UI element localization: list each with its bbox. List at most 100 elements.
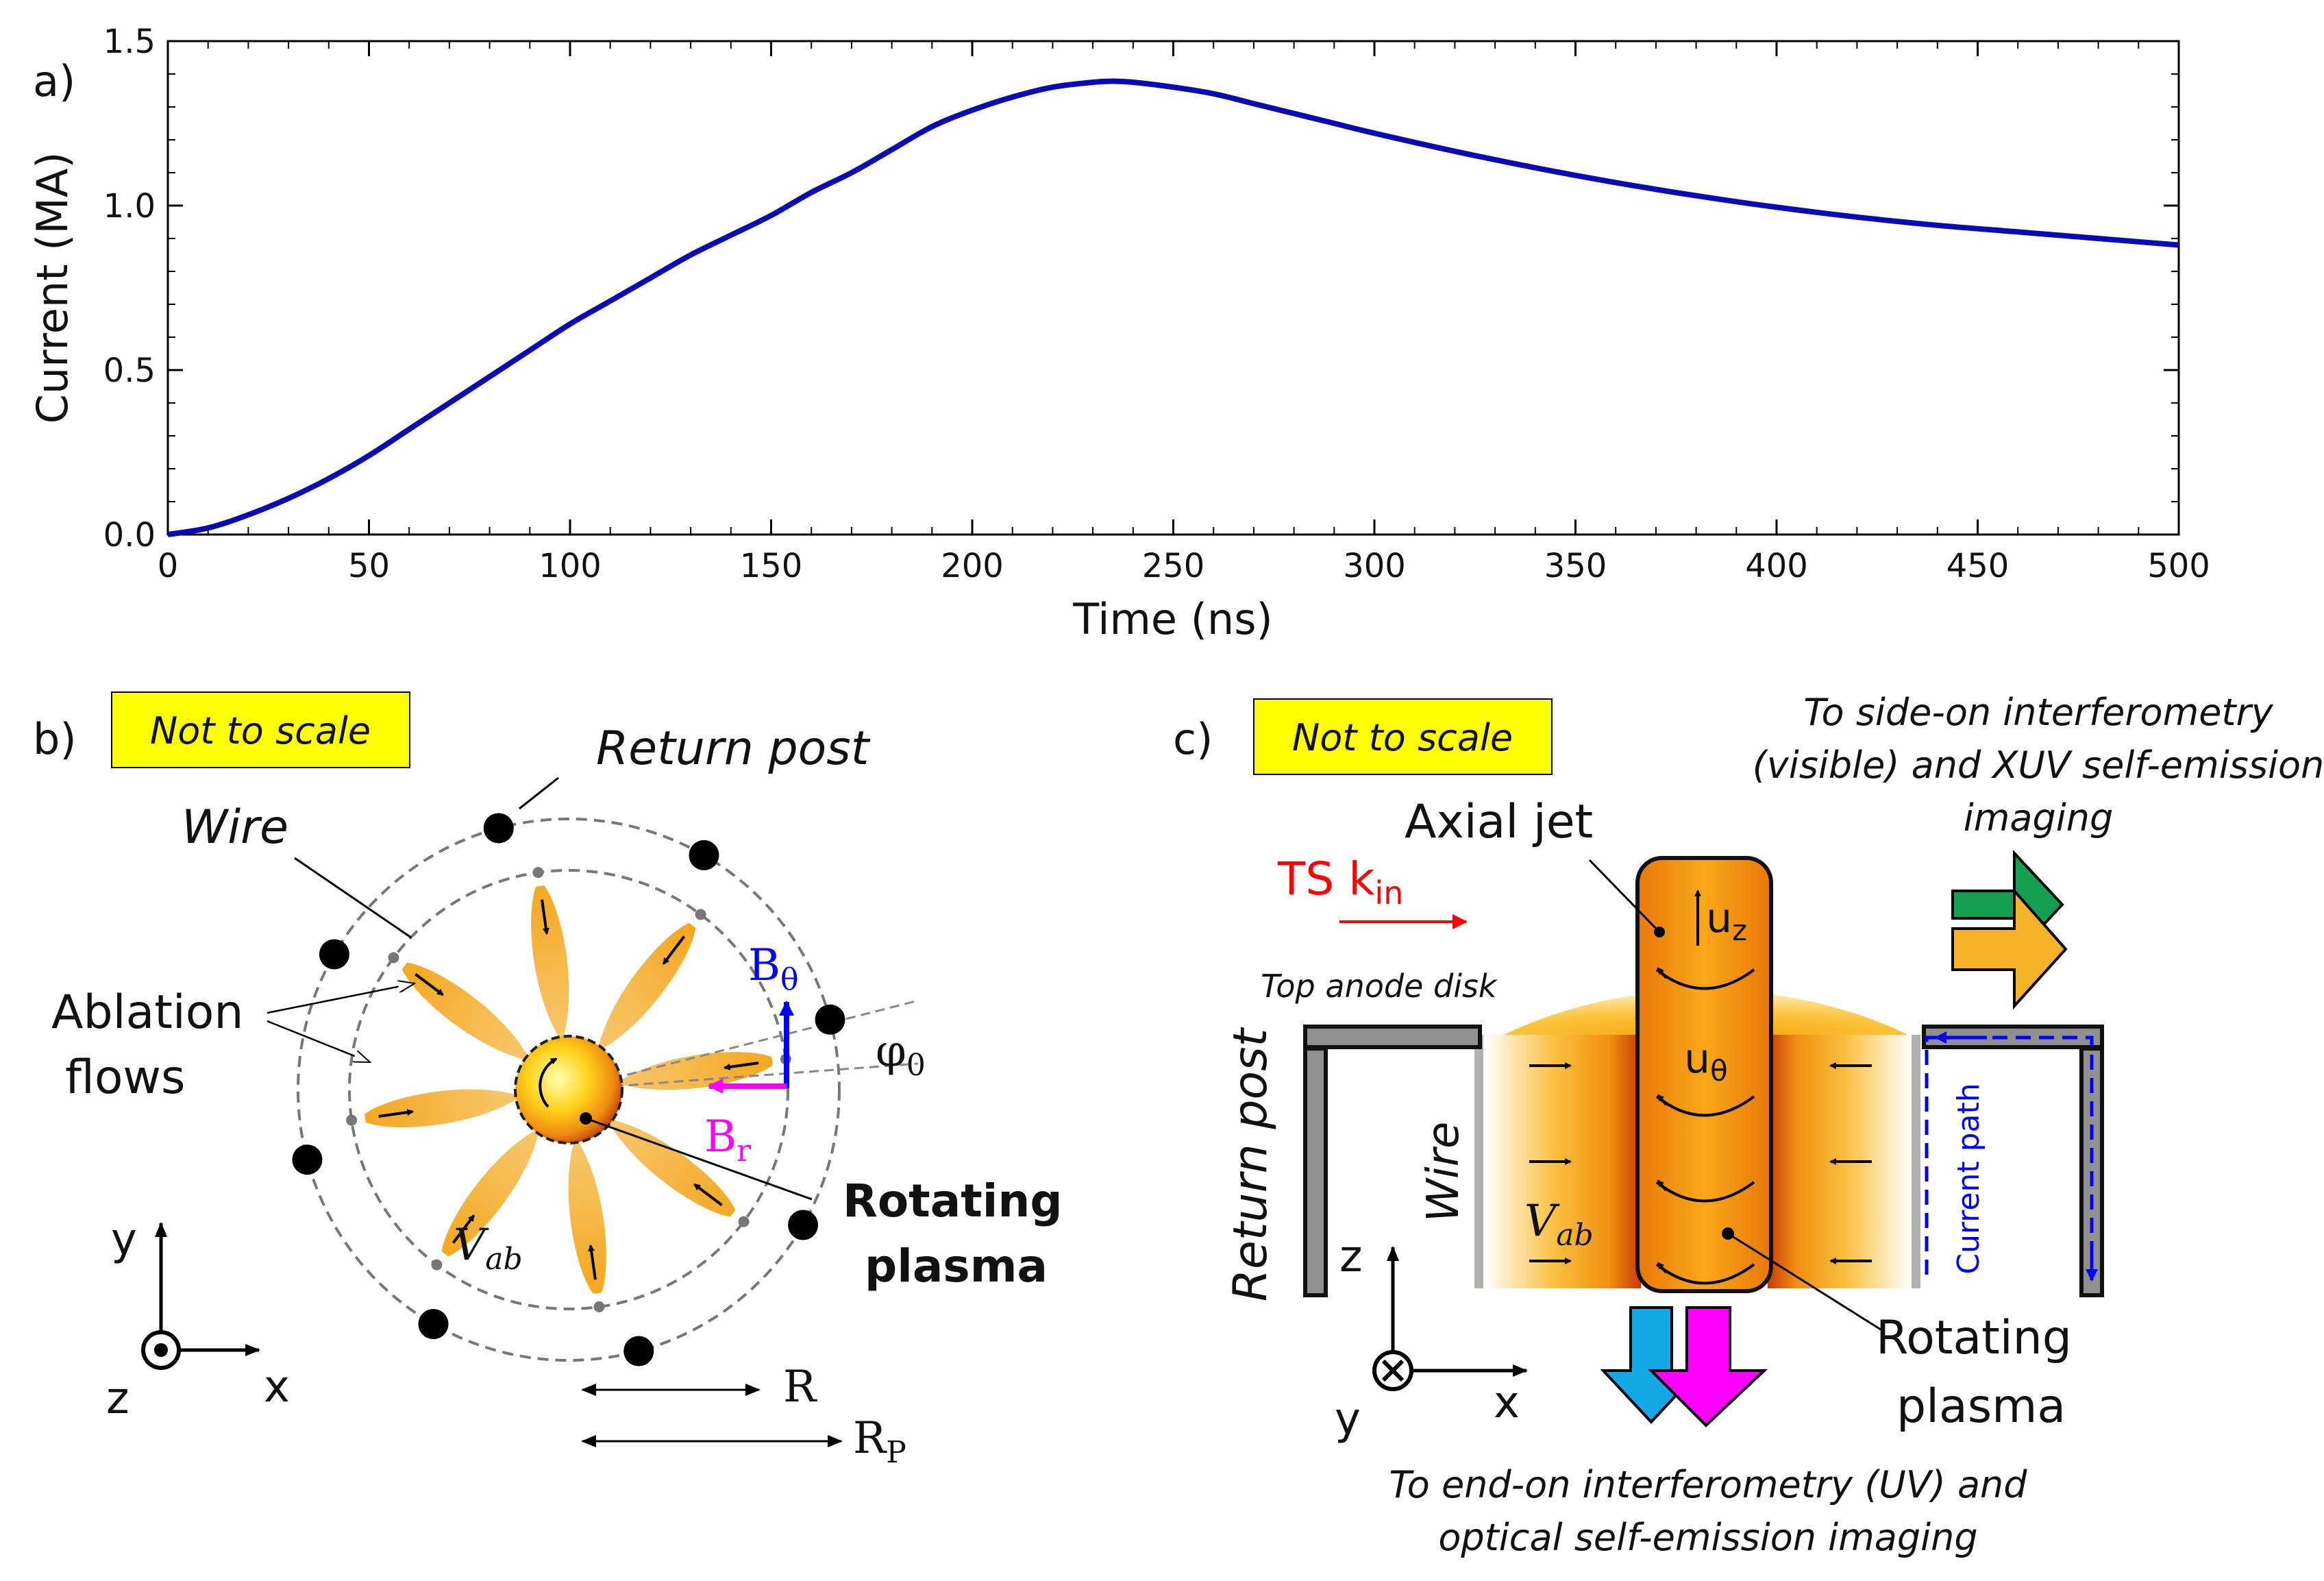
return-post-dot <box>483 813 514 844</box>
wire-dot <box>532 867 544 879</box>
wire-dot <box>431 1259 443 1271</box>
b-axis-x: x <box>264 1362 290 1412</box>
x-tick-label: 350 <box>1544 547 1607 585</box>
x-tick-label: 150 <box>740 547 803 585</box>
x-tick-label: 250 <box>1142 547 1205 585</box>
return-posts <box>292 813 845 1366</box>
end-on-label-1: To end-on interferometry (UV) and <box>1389 1463 2027 1506</box>
plot-frame <box>166 40 2180 536</box>
petal-shape <box>616 1052 773 1090</box>
side-on-orange-arrow <box>1951 887 2068 1010</box>
return-post-dot <box>418 1309 449 1340</box>
y-tick-label: 0.5 <box>103 352 156 390</box>
v-ab-label-c: Vab <box>1524 1196 1594 1253</box>
ablation-petal <box>441 1127 540 1257</box>
wire-circle <box>348 869 789 1310</box>
u-z-label: uz <box>1706 894 1747 947</box>
c-axis-z: z <box>1339 1231 1363 1282</box>
rotating-plasma-label-2: plasma <box>865 1240 1048 1292</box>
x-tick-label: 300 <box>1343 547 1406 585</box>
current-path-label: Current path <box>1951 1083 1986 1274</box>
not-to-scale-text-c: Not to scale <box>1292 716 1513 759</box>
rotation-arcs <box>1655 967 1755 1285</box>
y-axis-ticks: 0.0 0.5 1.0 1.5 <box>103 23 2179 554</box>
return-post-label: Return post <box>596 722 871 776</box>
petal-shape <box>531 885 569 1042</box>
panel-c: c) Not to scale To side-on interferometr… <box>1173 691 2324 1559</box>
phi-line-2 <box>568 1062 919 1091</box>
phi-label: φ0 <box>876 1026 926 1083</box>
not-to-scale-badge <box>111 691 410 768</box>
flow-arrows <box>1529 1062 1872 1264</box>
return-post-dot <box>815 1004 845 1035</box>
y-axis-label: Current (MA) <box>27 152 77 424</box>
ablation-petal <box>597 922 696 1052</box>
x-axis-label: Time (ns) <box>1072 594 1272 644</box>
end-on-label-2: optical self-emission imaging <box>1438 1516 1977 1559</box>
wire-right <box>1912 1035 1920 1288</box>
x-axis-ticks: 0 50 100 150 200 250 300 350 400 450 500 <box>158 41 2210 585</box>
axial-jet-label: Axial jet <box>1405 795 1593 849</box>
swirl-arc <box>1655 1181 1755 1203</box>
swirl-arrowhead <box>1657 1094 1668 1106</box>
wire-dot <box>695 909 706 920</box>
flow-arrow <box>415 972 444 996</box>
return-post-dot <box>319 939 349 970</box>
top-anode-label: Top anode disk <box>1261 968 1498 1005</box>
flow-arrow <box>541 899 549 935</box>
ablation-petal <box>568 1137 606 1294</box>
return-post-dot <box>292 1144 323 1175</box>
not-to-scale-text: Not to scale <box>150 709 371 752</box>
top-anode-disk-left <box>1303 1025 1482 1049</box>
petal-shape <box>597 922 696 1052</box>
ablation-pointer-1 <box>267 983 415 1014</box>
flow-arrow <box>693 1183 723 1207</box>
swirl-arrowhead <box>1657 1262 1668 1274</box>
wire-dot <box>593 1301 605 1312</box>
x-tick-label: 100 <box>539 547 602 585</box>
rotating-plasma-pointer-c <box>1727 1232 1881 1331</box>
panel-c-label: c) <box>1173 714 1213 764</box>
swirl-arc <box>1655 968 1755 990</box>
rotation-arrow <box>539 1057 558 1108</box>
return-post-dot <box>623 1336 654 1366</box>
wire-dot <box>346 1114 358 1126</box>
petal-shape <box>364 1089 521 1127</box>
u-theta-label: uθ <box>1684 1035 1728 1088</box>
y-tick-label: 0.0 <box>103 516 156 554</box>
wire-label-c: Wire <box>1418 1122 1469 1223</box>
y-tick-label: 1.0 <box>103 187 156 225</box>
end-on-magenta-arrow <box>1648 1306 1768 1427</box>
ablation-petal <box>531 885 569 1042</box>
x-tick-label: 50 <box>348 547 390 585</box>
flow-arrow <box>378 1109 415 1118</box>
x-tick-label: 0 <box>158 547 179 585</box>
ts-label: TS kin <box>1277 853 1403 911</box>
r-label: R <box>783 1362 817 1412</box>
flow-arrow <box>723 1062 759 1070</box>
return-post-pointer <box>519 776 559 810</box>
axial-jet-pointer <box>1588 859 1661 933</box>
ablation-petal <box>364 1089 521 1127</box>
return-post-dot <box>788 1210 819 1240</box>
ablation-pointer-2 <box>267 1020 370 1064</box>
panel-b-label: b) <box>33 714 77 764</box>
panel-a: a) 0 50 100 150 200 250 300 350 400 450 500 0.0 0.5… <box>27 23 2210 644</box>
v-ab-label: Vab <box>454 1220 523 1277</box>
side-on-label-2: (visible) and XUV self-emission <box>1753 744 2324 787</box>
ablation-petal <box>606 1118 736 1217</box>
return-post-label-c: Return post <box>1224 1027 1278 1301</box>
ablation-petal <box>616 1052 773 1090</box>
flow-arrow <box>452 1214 475 1244</box>
x-tick-label: 450 <box>1946 547 2010 585</box>
wire-dot <box>738 1216 750 1227</box>
y-tick-label: 1.5 <box>103 23 156 61</box>
wire-dot <box>388 952 399 964</box>
wire-label: Wire <box>182 800 288 855</box>
rotating-plasma-ball <box>514 1035 623 1144</box>
flow-arrow <box>662 935 686 965</box>
ablation-label-2: flows <box>65 1051 185 1105</box>
rotating-plasma-label-c2: plasma <box>1896 1380 2066 1434</box>
wire-left <box>1474 1035 1483 1288</box>
swirl-arrowhead <box>1657 1179 1668 1192</box>
